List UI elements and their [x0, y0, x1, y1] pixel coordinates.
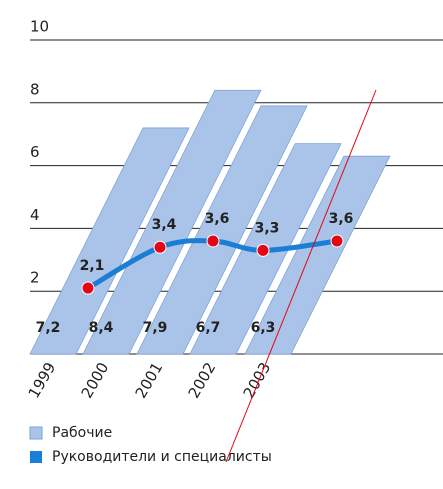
value-label: 7,2: [36, 320, 61, 336]
value-label: 3,4: [152, 217, 177, 233]
separator: [225, 89, 377, 463]
marker: [206, 234, 220, 248]
value-label: 2,1: [80, 258, 105, 274]
value-label: 3,3: [255, 220, 280, 236]
x-tick-label: 2003: [240, 359, 275, 401]
marker: [81, 281, 95, 295]
x-tick-label: 2001: [132, 359, 167, 401]
value-label: 6,7: [196, 320, 221, 336]
x-tick-label: 2002: [185, 359, 220, 401]
y-tick-label: 2: [30, 269, 40, 287]
marker: [330, 234, 344, 248]
bar: [82, 89, 262, 355]
y-tick-label: 4: [30, 206, 40, 224]
marker: [256, 243, 270, 257]
value-label: 7,9: [143, 320, 168, 336]
bar: [136, 105, 308, 355]
bar: [244, 155, 391, 355]
x-tick-label: 1999: [25, 359, 60, 401]
legend-swatch: [30, 451, 42, 463]
y-tick-label: 8: [30, 80, 40, 98]
y-tick-label: 6: [30, 143, 40, 161]
legend-swatch: [29, 426, 43, 440]
value-label: 3,6: [329, 211, 354, 227]
value-label: 3,6: [205, 211, 230, 227]
y-tick-label: 10: [30, 18, 49, 36]
legend-label: Рабочие: [52, 425, 112, 441]
legend-label: Руководители и специалисты: [52, 449, 272, 465]
marker: [153, 240, 167, 254]
value-label: 8,4: [89, 320, 114, 336]
x-tick-label: 2000: [78, 359, 113, 401]
bar: [29, 127, 190, 355]
value-label: 6,3: [251, 320, 276, 336]
